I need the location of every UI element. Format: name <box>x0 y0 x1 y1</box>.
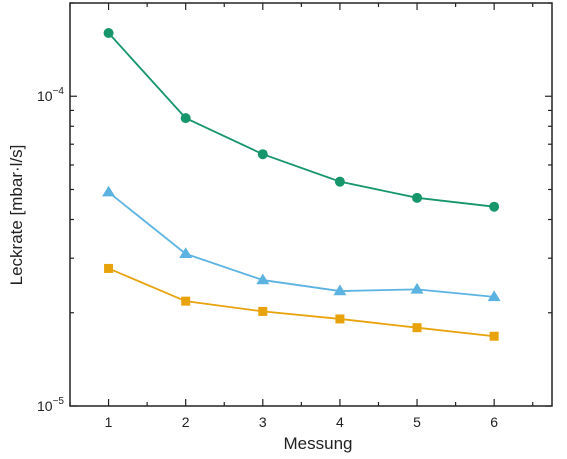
x-tick-label: 4 <box>336 414 344 430</box>
data-point <box>179 247 193 259</box>
data-point <box>410 282 424 294</box>
data-point <box>412 192 423 203</box>
data-point <box>489 201 500 212</box>
plot-frame <box>69 2 553 407</box>
data-point <box>257 149 268 160</box>
series-line <box>107 191 495 298</box>
series-layer <box>102 28 501 341</box>
x-tick-label: 5 <box>413 414 421 430</box>
series-3 <box>104 263 499 341</box>
data-point <box>256 273 270 285</box>
x-tick-label: 1 <box>105 414 113 430</box>
series-line <box>107 32 495 208</box>
series-line <box>108 267 495 338</box>
data-point <box>180 113 191 124</box>
x-axis-title: Messung <box>284 434 353 453</box>
x-tick-label: 6 <box>490 414 498 430</box>
series-2 <box>102 185 501 302</box>
data-point <box>104 263 114 273</box>
y-tick-label: 10−5 <box>37 396 64 414</box>
data-point <box>489 331 499 341</box>
series-1 <box>103 28 500 212</box>
data-point <box>102 185 116 197</box>
data-point <box>412 323 422 333</box>
data-point <box>487 290 501 302</box>
data-point <box>333 284 347 296</box>
data-point <box>181 296 191 306</box>
x-tick-label: 2 <box>182 414 190 430</box>
axes: 1 2 3 4 5 6 10−5 10−4 <box>37 2 553 430</box>
data-point <box>258 306 268 316</box>
x-tick-label: 3 <box>259 414 267 430</box>
y-tick-label: 10−4 <box>37 86 64 104</box>
y-axis-title: Leckrate [mbar·l/s] <box>7 145 26 286</box>
data-point <box>334 176 345 187</box>
data-point <box>335 314 345 324</box>
data-point <box>103 28 114 39</box>
